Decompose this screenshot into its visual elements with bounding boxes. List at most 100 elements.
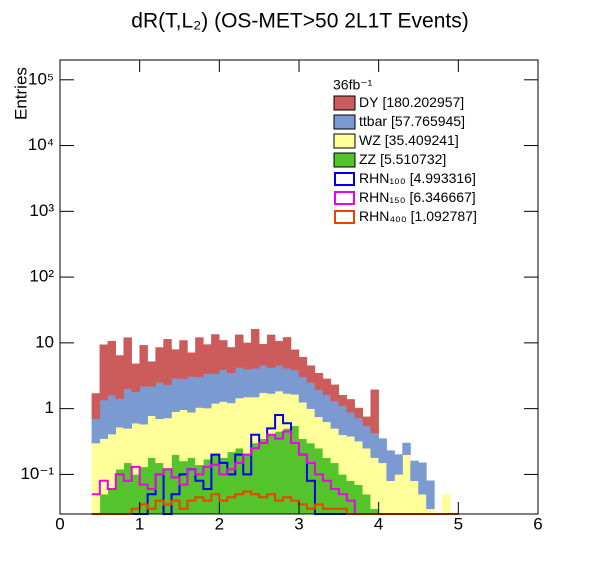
histogram-bin: [115, 468, 124, 515]
histogram-bin: [346, 480, 356, 515]
histogram-bin: [290, 349, 300, 371]
histogram-bin: [274, 365, 284, 392]
histogram-bin: [378, 438, 387, 464]
histogram-bin: [115, 355, 124, 399]
histogram-bin: [346, 436, 356, 482]
histogram-bin: [250, 368, 260, 398]
histogram-bin: [290, 369, 300, 395]
histogram-bin: [386, 480, 395, 515]
chart-title: dR(T,L₂) (OS-MET>50 2L1T Events): [131, 10, 468, 33]
histogram-bin: [99, 438, 109, 495]
y-tick-label: 1: [45, 398, 54, 417]
legend-swatch: [334, 172, 355, 186]
legend-name: RHN₁₅₀: [359, 189, 406, 205]
histogram-bin: [235, 367, 244, 399]
y-tick-label: 10⁴: [28, 135, 54, 154]
histogram-bin: [139, 345, 148, 387]
histogram-bin: [306, 442, 316, 515]
histogram-bin: [123, 388, 132, 429]
y-tick-label: 10³: [29, 201, 54, 220]
histogram-bin: [274, 390, 284, 432]
histogram-bin: [187, 412, 196, 458]
histogram-bin: [139, 466, 148, 515]
histogram-bin: [250, 329, 260, 369]
legend-name: WZ: [359, 132, 381, 148]
histogram-bin: [179, 460, 188, 515]
histogram-bin: [394, 454, 403, 475]
histogram-bin: [195, 376, 204, 408]
histogram-bin: [410, 460, 419, 482]
histogram-bin: [115, 398, 124, 428]
legend-swatch: [333, 133, 356, 149]
histogram-bin: [282, 428, 292, 515]
histogram-bin: [402, 442, 411, 455]
x-tick-label: 4: [374, 514, 383, 533]
x-tick-label: 2: [215, 514, 224, 533]
histogram-bin: [258, 343, 268, 366]
histogram-bin: [266, 367, 276, 394]
legend-label: RHN₄₀₀ [1.092787]: [359, 208, 477, 224]
histogram-bin: [314, 416, 324, 449]
histogram-bin: [147, 361, 156, 387]
legend-label: DY [180.202957]: [359, 94, 464, 110]
legend-swatch: [333, 152, 356, 168]
histogram-bin: [235, 447, 244, 515]
legend-yield: [35.409241]: [385, 132, 459, 148]
histogram-bin: [211, 373, 220, 404]
histogram-bin: [298, 438, 308, 515]
legend-label: RHN₁₀₀ [4.993316]: [359, 170, 476, 186]
histogram-bin: [163, 384, 172, 419]
legend-name: ttbar: [359, 113, 387, 129]
histogram-bin: [107, 488, 117, 515]
histogram-bin: [187, 376, 196, 413]
histogram-bin: [179, 340, 188, 379]
legend-name: ZZ: [359, 151, 377, 167]
histogram-bin: [242, 396, 252, 455]
histogram-bin: [195, 337, 204, 378]
histogram-line: [91, 430, 459, 515]
x-tick-label: 0: [55, 514, 64, 533]
histogram-bin: [187, 352, 196, 377]
histogram-bin: [418, 462, 427, 495]
x-tick-label: 5: [454, 514, 463, 533]
histogram-bin: [258, 392, 268, 439]
histogram-bin: [442, 493, 451, 515]
histogram-bin: [274, 431, 284, 515]
histogram-bin: [362, 416, 371, 426]
histogram-bin: [402, 454, 411, 515]
histogram-bin: [155, 462, 164, 515]
histogram-bin: [346, 412, 356, 437]
histogram-bin: [298, 376, 308, 403]
histogram-bin: [203, 373, 212, 409]
histogram-bin: [282, 337, 292, 369]
histogram-bin: [139, 386, 148, 425]
histogram-bin: [139, 423, 148, 468]
histogram-bin: [171, 454, 180, 515]
histogram-bin: [426, 480, 435, 510]
x-tick-label: 1: [135, 514, 144, 533]
histogram-bin: [91, 418, 101, 444]
legend-yield: [57.765945]: [391, 113, 465, 129]
histogram-bin: [171, 349, 180, 379]
histogram-bin: [123, 337, 132, 390]
histogram-bin: [155, 382, 164, 420]
histogram-bin: [250, 396, 260, 444]
histogram-bin: [107, 433, 117, 490]
histogram-bin: [235, 334, 244, 368]
histogram-bin: [362, 493, 371, 515]
histogram-bin: [282, 368, 292, 394]
histogram-bin: [163, 468, 172, 515]
histogram-bin: [266, 334, 276, 368]
histogram-bin: [306, 365, 316, 383]
histogram-bin: [99, 399, 109, 439]
histogram-bin: [155, 347, 164, 383]
histogram-bin: [195, 464, 204, 515]
histogram-bin: [362, 447, 371, 495]
legend-yield: [6.346667]: [410, 189, 476, 205]
legend-label: WZ [35.409241]: [359, 132, 459, 148]
histogram-bin: [378, 462, 387, 515]
histogram-bin: [99, 493, 109, 515]
legend-title: 36fb⁻¹: [333, 77, 373, 93]
histogram-bin: [163, 417, 172, 470]
